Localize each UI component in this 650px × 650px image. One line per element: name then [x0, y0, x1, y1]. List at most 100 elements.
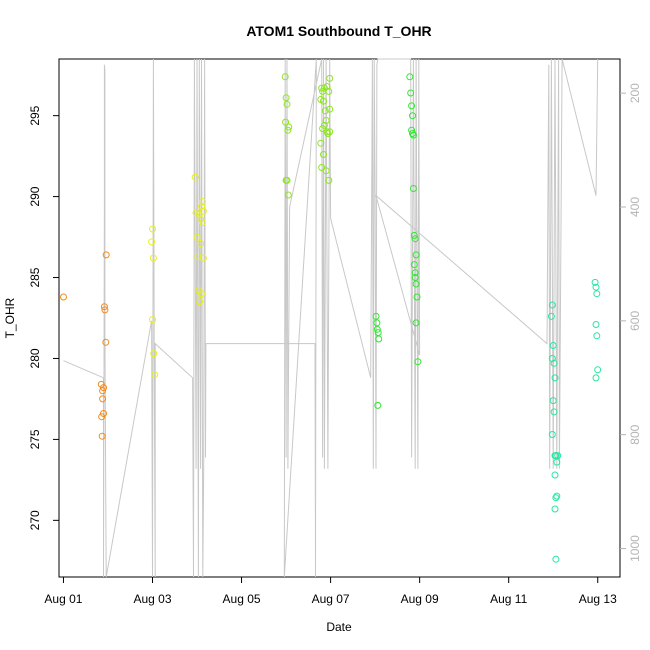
- data-point: [414, 358, 422, 366]
- x-tick-label: Aug 13: [579, 592, 617, 606]
- y2-tick-label: 800: [628, 424, 642, 444]
- data-point: [410, 261, 418, 269]
- data-point: [547, 312, 555, 320]
- data-point: [196, 298, 204, 306]
- data-point: [548, 301, 556, 309]
- data-point: [326, 74, 334, 82]
- data-point: [326, 105, 334, 113]
- data-point: [411, 274, 419, 281]
- series-3: [372, 73, 422, 409]
- data-point: [410, 231, 418, 239]
- data-point: [411, 269, 419, 277]
- data-point: [407, 89, 415, 97]
- data-point: [411, 235, 419, 243]
- x-tick-label: Aug 09: [401, 592, 439, 606]
- y-tick-label: 295: [28, 105, 42, 125]
- y2-tick-label: 1000: [628, 535, 642, 562]
- data-point: [592, 283, 600, 291]
- data-point: [321, 107, 329, 115]
- data-point: [408, 126, 416, 134]
- y-tick-label: 275: [28, 429, 42, 449]
- data-point: [99, 387, 107, 395]
- x-axis: Aug 01 Aug 03 Aug 05 Aug 07 Aug 09 Aug 11 Aug …: [44, 577, 617, 606]
- y2-tick-label: 400: [628, 197, 642, 217]
- data-point: [413, 293, 421, 301]
- data-point: [324, 130, 332, 137]
- data-point: [408, 102, 416, 110]
- data-point: [593, 332, 601, 340]
- data-point: [326, 128, 334, 136]
- data-point: [322, 117, 330, 124]
- series-2: [281, 73, 334, 199]
- x-tick-label: Aug 05: [223, 592, 261, 606]
- data-point: [317, 139, 325, 147]
- data-point: [593, 290, 601, 298]
- data-point: [548, 431, 556, 438]
- data-point: [284, 191, 292, 199]
- series-1: [148, 173, 207, 379]
- data-point: [100, 384, 107, 392]
- data-point: [412, 280, 420, 288]
- data-point: [409, 112, 416, 120]
- y2-tick-label: 200: [628, 83, 642, 103]
- data-point: [551, 505, 559, 513]
- data-point: [317, 96, 325, 103]
- data-point: [60, 293, 67, 301]
- data-point: [548, 355, 556, 362]
- data-point: [412, 251, 420, 259]
- x-tick-label: Aug 01: [44, 592, 82, 606]
- data-point: [283, 100, 291, 108]
- data-point: [550, 359, 558, 367]
- points-layer: [60, 73, 602, 563]
- data-point: [406, 73, 414, 81]
- data-point: [322, 167, 330, 175]
- data-point: [373, 325, 381, 333]
- data-point: [195, 210, 203, 218]
- data-point: [102, 251, 110, 259]
- data-point: [148, 238, 156, 246]
- y2-tick-label: 600: [628, 311, 642, 331]
- series-0: [60, 251, 110, 440]
- data-point: [319, 125, 327, 133]
- data-point: [282, 94, 290, 102]
- data-point: [325, 87, 333, 95]
- data-point: [412, 319, 420, 327]
- y-tick-label: 290: [28, 186, 42, 206]
- y-tick-label: 285: [28, 267, 42, 287]
- data-point: [372, 312, 380, 320]
- data-point: [551, 471, 559, 479]
- data-point: [374, 401, 382, 409]
- data-point: [198, 219, 206, 226]
- x-tick-label: Aug 03: [133, 592, 171, 606]
- y-tick-label: 270: [28, 510, 42, 530]
- data-point: [592, 321, 600, 328]
- data-point: [551, 374, 559, 382]
- data-point: [102, 338, 110, 346]
- data-point: [592, 374, 600, 382]
- data-point: [375, 335, 383, 343]
- data-point: [283, 176, 291, 184]
- data-point: [198, 290, 205, 298]
- data-point: [99, 395, 107, 403]
- data-point: [191, 173, 199, 181]
- data-point: [100, 410, 107, 417]
- overlay-line: [63, 58, 599, 578]
- data-point: [320, 151, 327, 158]
- data-point: [553, 492, 561, 500]
- data-point: [552, 555, 560, 563]
- data-point: [409, 131, 417, 139]
- y-axis: 270 275 280 285 290 295: [28, 105, 59, 530]
- data-point: [373, 319, 381, 327]
- data-point: [409, 185, 417, 192]
- series-4: [547, 278, 602, 563]
- data-point: [281, 73, 289, 81]
- data-point: [549, 342, 557, 349]
- data-point: [149, 316, 156, 324]
- data-point: [198, 198, 206, 205]
- data-point: [98, 432, 106, 440]
- data-point: [594, 366, 602, 374]
- plot-frame: [58, 58, 621, 578]
- x-axis-label: Date: [326, 620, 352, 634]
- data-point: [284, 126, 292, 134]
